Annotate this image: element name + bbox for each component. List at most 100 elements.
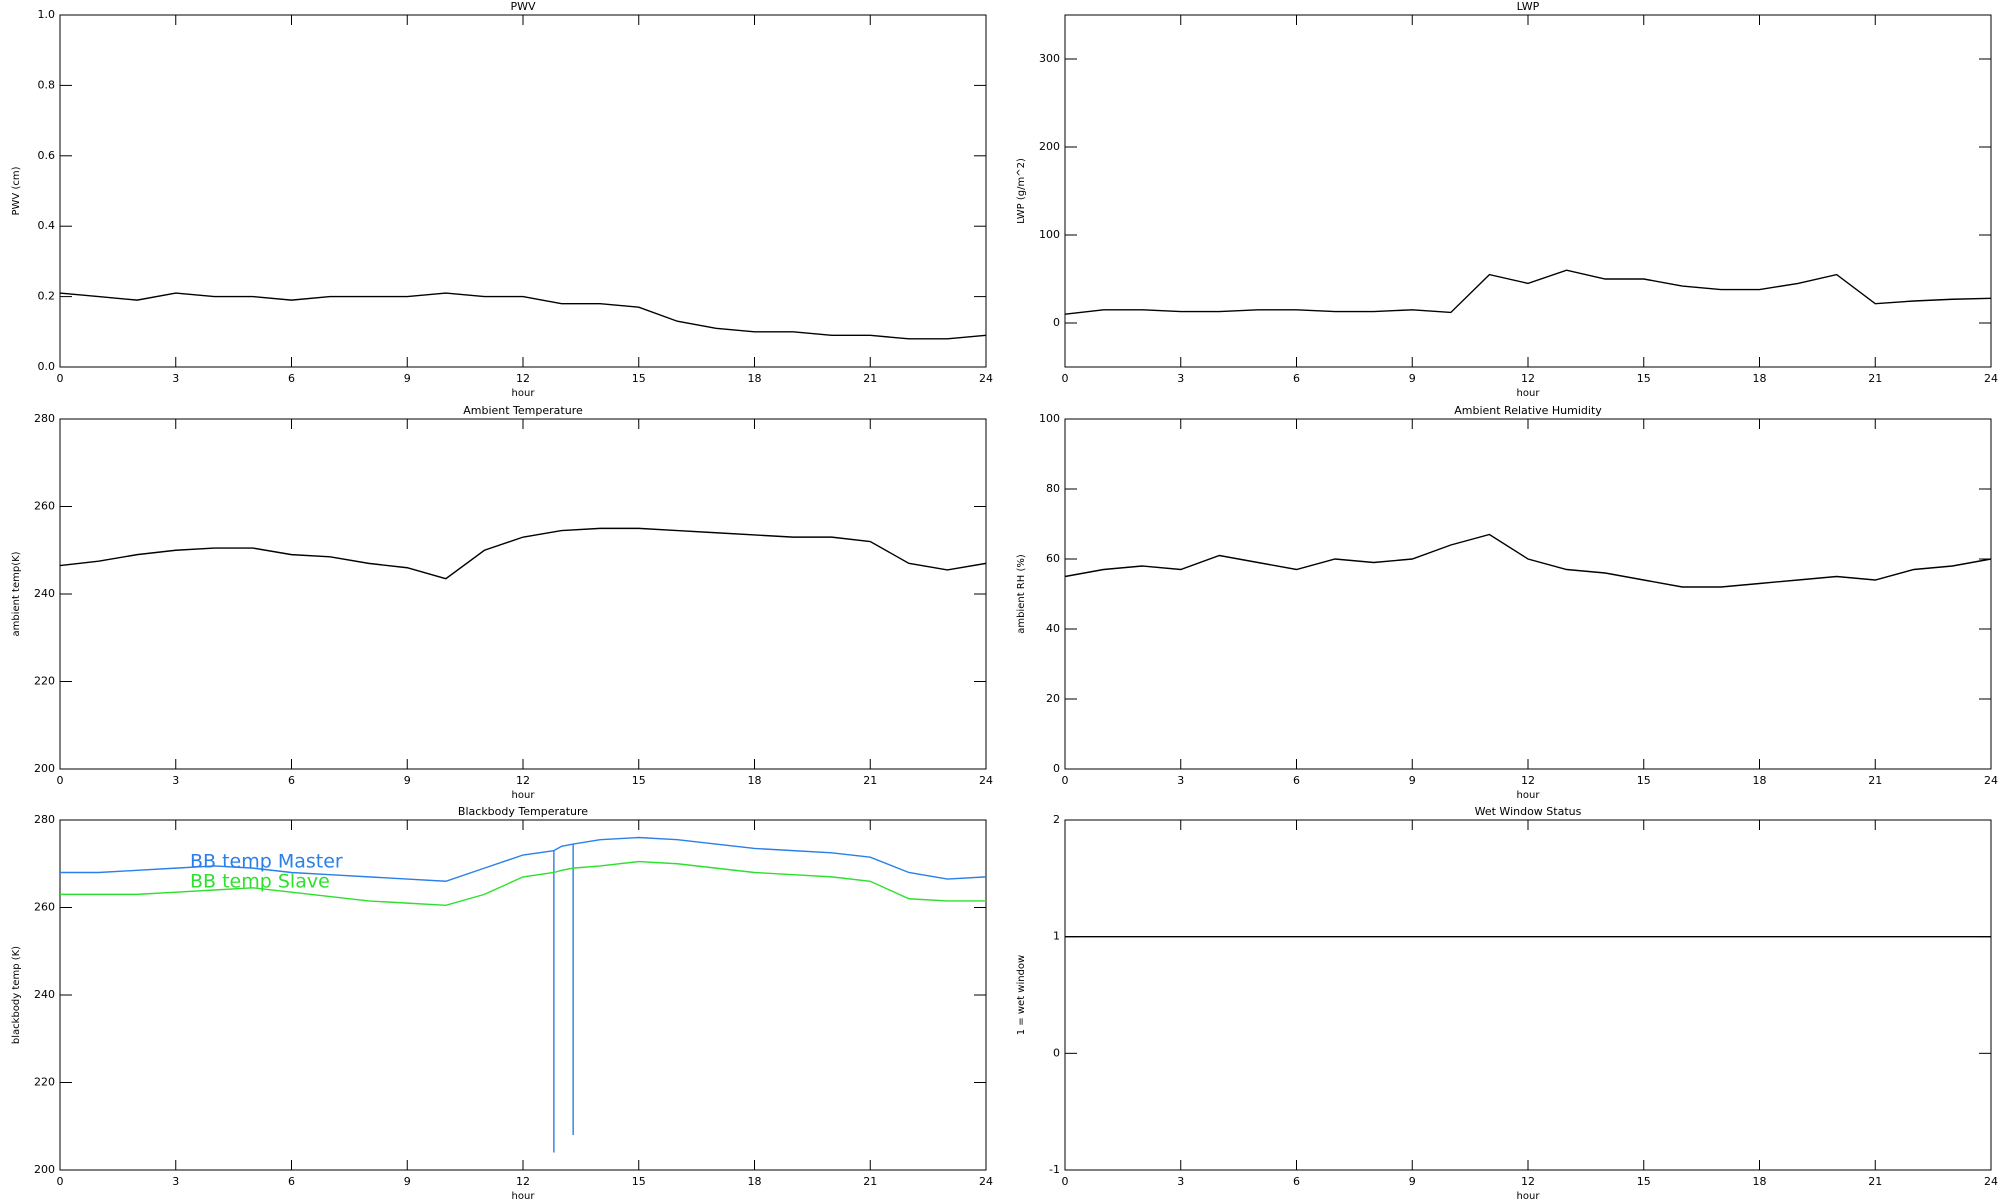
y-axis-label: 1 = wet window <box>1016 955 1027 1035</box>
y-tick-label: 100 <box>1039 412 1060 425</box>
chart-title: Ambient Relative Humidity <box>1454 404 1602 417</box>
x-tick-label: 18 <box>748 1175 762 1188</box>
plot-frame <box>1064 819 1992 1171</box>
x-tick-label: 12 <box>516 774 530 787</box>
x-tick-label: 9 <box>404 1175 411 1188</box>
y-tick-label: 0.6 <box>38 149 56 162</box>
y-tick-label: 240 <box>34 587 55 600</box>
x-tick-label: 3 <box>172 1175 179 1188</box>
chart-title: LWP <box>1517 0 1540 13</box>
x-tick-label: 18 <box>1753 1175 1767 1188</box>
chart-panel: PWV hour PWV (cm) 0 3 6 9 12 15 18 21 24 0.0 0.2 0.4 0.… <box>11 0 993 399</box>
x-tick-label: 21 <box>1868 1175 1882 1188</box>
chart-title: Blackbody Temperature <box>458 805 588 818</box>
y-tick-label: 2 <box>1053 813 1060 826</box>
chart-title: Wet Window Status <box>1475 805 1582 818</box>
plot-frame <box>1064 418 1992 770</box>
y-tick-label: 80 <box>1046 482 1060 495</box>
y-tick-label: 260 <box>34 901 55 914</box>
y-axis-label: LWP (g/m^2) <box>1016 158 1027 224</box>
x-tick-label: 18 <box>1753 372 1767 385</box>
x-tick-label: 12 <box>516 372 530 385</box>
y-tick-label: 0 <box>1053 316 1060 329</box>
x-tick-label: 21 <box>1868 372 1882 385</box>
data-line <box>59 527 987 580</box>
y-axis-label: PWV (cm) <box>11 166 22 215</box>
x-tick-label: 18 <box>748 372 762 385</box>
x-tick-label: 3 <box>1177 1175 1184 1188</box>
x-tick-label: 6 <box>1293 774 1300 787</box>
x-tick-label: 9 <box>404 774 411 787</box>
x-tick-label: 6 <box>1293 1175 1300 1188</box>
chart-panel: Ambient Temperature hour ambient temp(K) 0 3… <box>11 404 993 801</box>
x-axis-label: hour <box>1517 388 1541 399</box>
chart-title: Ambient Temperature <box>463 404 583 417</box>
y-tick-label: 40 <box>1046 622 1060 635</box>
x-tick-label: 18 <box>1753 774 1767 787</box>
x-tick-label: 0 <box>1062 372 1069 385</box>
x-tick-label: 12 <box>1521 1175 1535 1188</box>
chart-panel: Blackbody Temperature hour blackbody temp … <box>11 805 993 1200</box>
y-tick-label: 240 <box>34 988 55 1001</box>
x-tick-label: 15 <box>1637 372 1651 385</box>
x-tick-label: 21 <box>1868 774 1882 787</box>
x-tick-label: 6 <box>288 1175 295 1188</box>
x-tick-label: 12 <box>1521 372 1535 385</box>
x-tick-label: 15 <box>632 1175 646 1188</box>
x-axis-label: hour <box>512 1191 536 1200</box>
chart-panel: LWP hour LWP (g/m^2) 0 3 6 9 12 15 18 21 24 0 100 200 3… <box>1016 0 1998 399</box>
y-tick-label: 200 <box>34 762 55 775</box>
x-tick-label: 21 <box>863 372 877 385</box>
x-tick-label: 6 <box>288 372 295 385</box>
data-line <box>1064 269 1992 315</box>
x-tick-label: 24 <box>1984 774 1998 787</box>
x-axis-label: hour <box>1517 1191 1541 1200</box>
y-axis-label: ambient temp(K) <box>11 551 22 636</box>
x-tick-label: 24 <box>979 372 993 385</box>
x-tick-label: 15 <box>632 372 646 385</box>
x-axis-label: hour <box>512 388 536 399</box>
y-tick-label: 280 <box>34 412 55 425</box>
y-tick-label: 280 <box>34 813 55 826</box>
chart-panel: Ambient Relative Humidity hour ambient RH … <box>1016 404 1998 801</box>
y-tick-label: 20 <box>1046 692 1060 705</box>
data-line <box>60 836 987 1153</box>
x-tick-label: 3 <box>1177 774 1184 787</box>
y-tick-label: 0.0 <box>38 360 56 373</box>
x-tick-label: 3 <box>1177 372 1184 385</box>
x-tick-label: 9 <box>404 372 411 385</box>
x-tick-label: 0 <box>1062 1175 1069 1188</box>
x-tick-label: 6 <box>1293 372 1300 385</box>
y-tick-label: 220 <box>34 1076 55 1089</box>
y-tick-label: 0.4 <box>38 219 56 232</box>
x-tick-label: 24 <box>1984 1175 1998 1188</box>
plot-frame <box>59 418 987 770</box>
y-tick-label: 260 <box>34 500 55 513</box>
data-line <box>1064 533 1992 588</box>
y-tick-label: 0.2 <box>38 290 56 303</box>
plot-frame <box>1064 14 1992 368</box>
x-tick-label: 3 <box>172 372 179 385</box>
x-tick-label: 15 <box>1637 774 1651 787</box>
x-tick-label: 15 <box>1637 1175 1651 1188</box>
x-tick-label: 21 <box>863 1175 877 1188</box>
x-tick-label: 0 <box>1062 774 1069 787</box>
y-tick-label: 0 <box>1053 762 1060 775</box>
x-tick-label: 24 <box>979 774 993 787</box>
y-axis-label: ambient RH (%) <box>1016 554 1027 634</box>
y-axis-label: blackbody temp (K) <box>11 946 22 1044</box>
y-tick-label: 200 <box>34 1163 55 1176</box>
data-line <box>60 860 986 907</box>
x-axis-label: hour <box>1517 790 1541 801</box>
x-tick-label: 12 <box>1521 774 1535 787</box>
x-tick-label: 9 <box>1409 774 1416 787</box>
x-tick-label: 9 <box>1409 1175 1416 1188</box>
y-tick-label: 60 <box>1046 552 1060 565</box>
chart-title: PWV <box>510 0 536 13</box>
x-tick-label: 9 <box>1409 372 1416 385</box>
data-line <box>59 292 987 340</box>
chart-panel: Wet Window Status hour 1 = wet window 0 3 6 9 1… <box>1016 805 1998 1200</box>
x-tick-label: 6 <box>288 774 295 787</box>
x-tick-label: 18 <box>748 774 762 787</box>
